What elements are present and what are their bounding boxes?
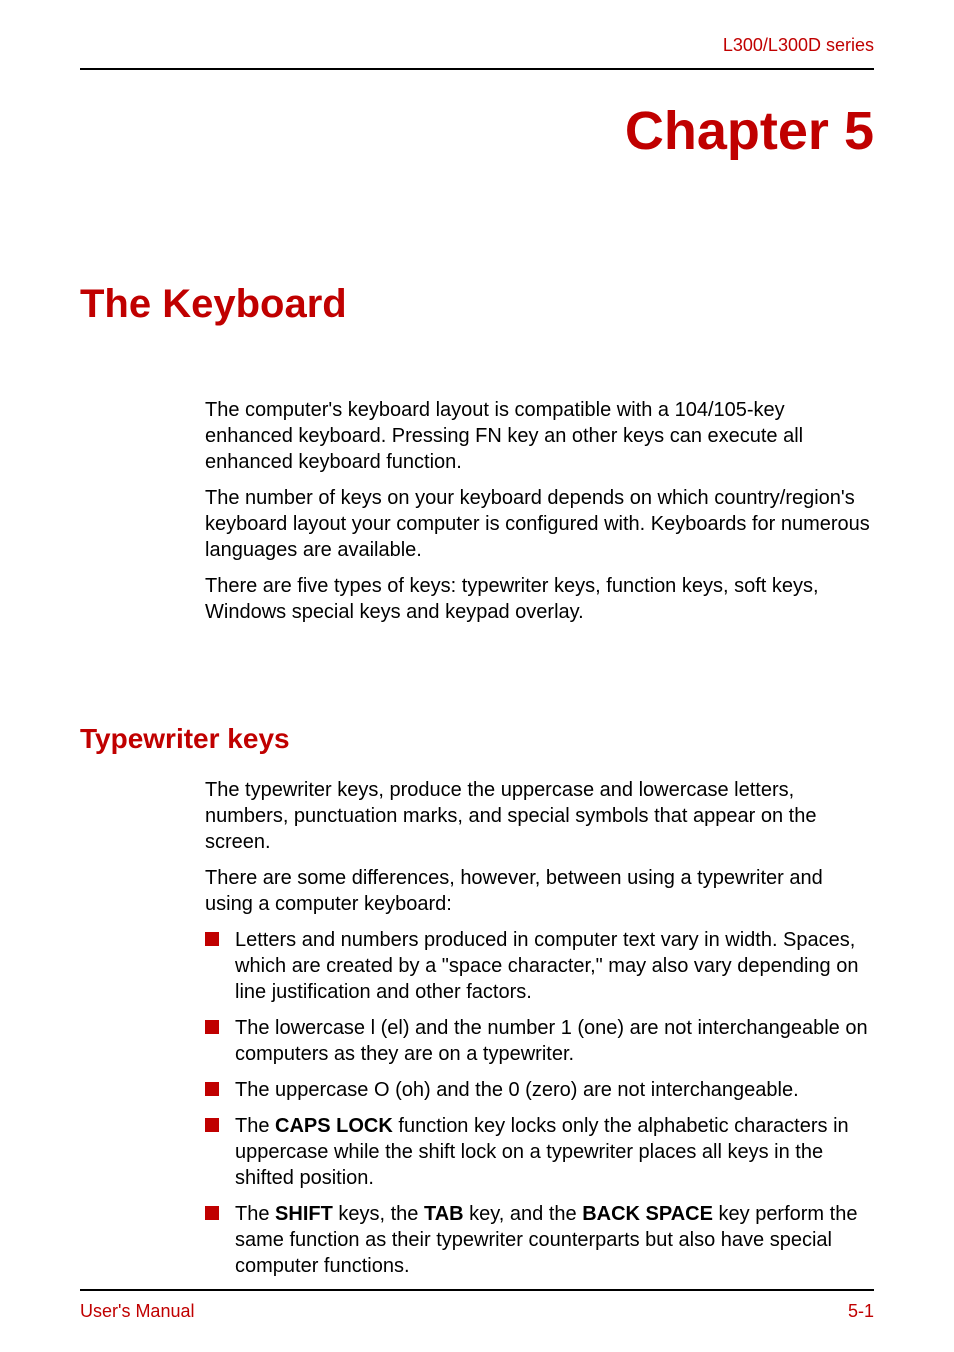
- bullet-text: The lowercase l (el) and the number 1 (o…: [235, 1017, 868, 1065]
- bullet-text: The uppercase O (oh) and the 0 (zero) ar…: [235, 1079, 799, 1101]
- list-item: Letters and numbers produced in computer…: [205, 927, 874, 1005]
- footer-right: 5-1: [848, 1301, 874, 1322]
- intro-paragraph-3: There are five types of keys: typewriter…: [205, 573, 874, 625]
- bullet-text-pre: The: [235, 1203, 275, 1225]
- bullet-list: Letters and numbers produced in computer…: [205, 927, 874, 1279]
- bullet-text-mid: keys, the: [333, 1203, 424, 1225]
- list-item: The CAPS LOCK function key locks only th…: [205, 1113, 874, 1191]
- page-footer: User's Manual 5-1: [80, 1289, 874, 1322]
- content-body: The computer's keyboard layout is compat…: [205, 397, 874, 693]
- page-header: L300/L300D series: [80, 35, 874, 70]
- section-title: The Keyboard: [80, 282, 874, 327]
- bullet-text-mid: key, and the: [464, 1203, 583, 1225]
- list-item: The SHIFT keys, the TAB key, and the BAC…: [205, 1201, 874, 1279]
- bullet-text-pre: The: [235, 1115, 275, 1137]
- intro-paragraph-2: The number of keys on your keyboard depe…: [205, 485, 874, 563]
- intro-paragraph-1: The computer's keyboard layout is compat…: [205, 397, 874, 475]
- bullet-bold-shift: SHIFT: [275, 1203, 333, 1225]
- bullet-bold-tab: TAB: [424, 1203, 464, 1225]
- document-page: L300/L300D series Chapter 5 The Keyboard…: [0, 0, 954, 1352]
- bullet-bold-capslock: CAPS LOCK: [275, 1115, 393, 1137]
- bullet-text: Letters and numbers produced in computer…: [235, 929, 858, 1003]
- list-item: The uppercase O (oh) and the 0 (zero) ar…: [205, 1077, 874, 1103]
- series-label: L300/L300D series: [723, 35, 874, 55]
- list-item: The lowercase l (el) and the number 1 (o…: [205, 1015, 874, 1067]
- subsection-paragraph-1: The typewriter keys, produce the upperca…: [205, 777, 874, 855]
- chapter-title: Chapter 5: [80, 100, 874, 162]
- footer-left: User's Manual: [80, 1301, 194, 1322]
- subsection-title: Typewriter keys: [80, 723, 874, 755]
- subsection-body: The typewriter keys, produce the upperca…: [205, 777, 874, 1289]
- subsection-paragraph-2: There are some differences, however, bet…: [205, 865, 874, 917]
- bullet-bold-backspace: BACK SPACE: [582, 1203, 713, 1225]
